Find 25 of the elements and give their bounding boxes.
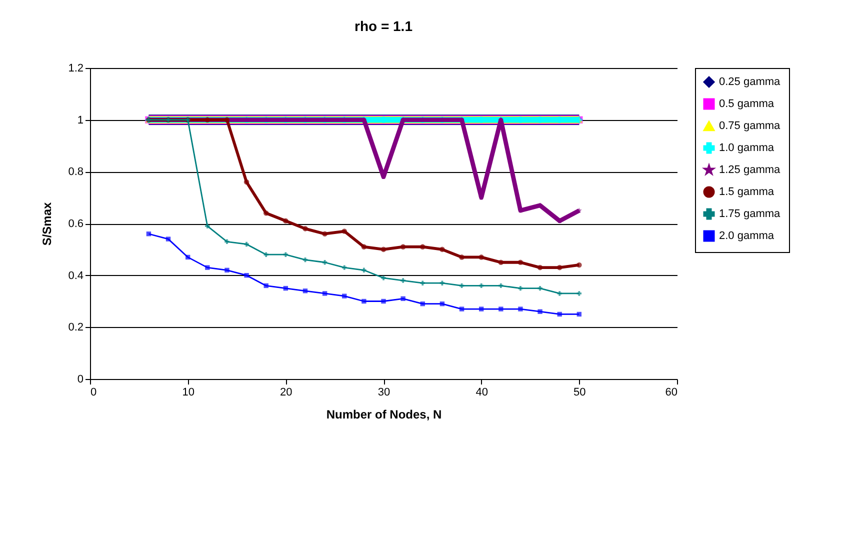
- x-tick-label: 40: [476, 386, 488, 398]
- y-tick-label: 0: [77, 374, 84, 386]
- x-tick-label: 0: [90, 386, 97, 398]
- chart-title: rho = 1.1: [354, 18, 413, 34]
- x-tick-label: 30: [378, 386, 390, 398]
- y-tick-label: 0.8: [68, 166, 84, 178]
- x-axis-title: Number of Nodes, N: [326, 408, 442, 422]
- x-tick-label: 20: [280, 386, 292, 398]
- y-axis-title: S/Smax: [40, 202, 54, 246]
- y-tick-label: 0.4: [68, 270, 84, 282]
- legend-label: 1.0 gamma: [719, 142, 775, 154]
- legend-label: 0.5 gamma: [719, 98, 775, 110]
- legend-label: 0.25 gamma: [719, 76, 782, 88]
- legend-label: 1.25 gamma: [719, 164, 782, 176]
- x-tick-label: 50: [574, 386, 586, 398]
- legend-label: 1.75 gamma: [719, 208, 782, 220]
- y-tick-label: 0.2: [68, 322, 84, 334]
- x-tick-label: 60: [665, 386, 678, 398]
- y-tick-label: 0.6: [68, 218, 84, 230]
- y-tick-label: 1.2: [68, 62, 84, 74]
- y-tick-label: 1: [77, 114, 84, 126]
- legend-label: 1.5 gamma: [719, 186, 775, 198]
- legend-label: 0.75 gamma: [719, 120, 782, 132]
- x-tick-label: 10: [182, 386, 194, 398]
- legend-label: 2.0 gamma: [719, 230, 775, 242]
